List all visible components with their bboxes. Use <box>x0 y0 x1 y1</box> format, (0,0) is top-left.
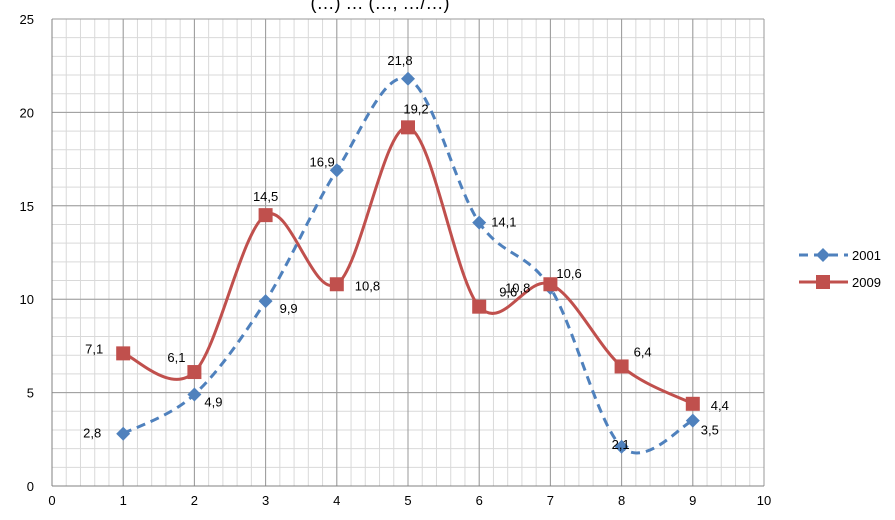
data-label-2009: 14,5 <box>253 189 278 204</box>
x-tick-label: 10 <box>757 493 771 508</box>
y-tick-label: 10 <box>20 292 34 307</box>
legend-label-2009: 2009 <box>852 275 881 290</box>
legend-marker-2001 <box>816 248 830 262</box>
data-point-marker-2001 <box>401 71 415 86</box>
data-point-marker-2009 <box>187 365 202 380</box>
x-tick-label: 0 <box>48 493 55 508</box>
x-tick-label: 4 <box>333 493 340 508</box>
data-label-2009: 6,1 <box>167 350 185 365</box>
data-label-2009: 10,8 <box>505 280 530 295</box>
data-point-marker-2009 <box>329 277 344 292</box>
data-point-marker-2001 <box>614 439 629 454</box>
y-tick-label: 5 <box>27 386 34 401</box>
x-axis-tick-labels: 0 1 2 3 4 5 6 7 8 9 10 <box>48 493 771 508</box>
data-point-marker-2009 <box>401 120 415 135</box>
data-label-2001: 9,9 <box>280 301 298 316</box>
data-point-marker-2001 <box>329 163 344 178</box>
data-label-2009: 19,2 <box>403 101 428 116</box>
x-tick-label: 8 <box>618 493 625 508</box>
x-tick-label: 1 <box>120 493 127 508</box>
data-point-marker-2001 <box>685 413 700 428</box>
x-tick-label: 5 <box>404 493 411 508</box>
data-label-2009: 4,4 <box>711 398 729 413</box>
legend-label-2001: 2001 <box>852 248 881 263</box>
y-tick-label: 0 <box>27 479 34 494</box>
x-tick-label: 9 <box>689 493 696 508</box>
data-point-marker-2001 <box>258 294 273 309</box>
legend-marker-2009 <box>816 275 830 289</box>
y-tick-label: 20 <box>20 105 34 120</box>
data-point-marker-2009 <box>685 396 700 411</box>
x-tick-label: 7 <box>547 493 554 508</box>
data-label-2009: 6,4 <box>634 344 652 359</box>
data-point-marker-2009 <box>543 277 558 292</box>
x-tick-label: 6 <box>476 493 483 508</box>
series-markers <box>116 71 700 454</box>
data-label-2001: 16,9 <box>309 154 334 169</box>
major-gridlines <box>51 18 765 487</box>
data-label-2009: 10,8 <box>355 278 380 293</box>
x-tick-label: 2 <box>191 493 198 508</box>
data-point-marker-2001 <box>472 215 487 230</box>
data-label-2001: 2,8 <box>83 426 101 441</box>
data-point-marker-2009 <box>472 299 487 314</box>
data-point-marker-2009 <box>258 208 273 223</box>
axes <box>51 19 764 487</box>
data-point-marker-2001 <box>116 426 131 441</box>
y-tick-label: 25 <box>20 12 34 27</box>
data-label-2001: 3,5 <box>701 423 719 438</box>
data-label-2009: 7,1 <box>85 341 103 356</box>
chart-title: (…) … (…, …/…) <box>311 0 450 13</box>
data-label-2001: 14,1 <box>491 215 516 230</box>
data-label-2001: 4,9 <box>204 394 222 409</box>
data-label-2001: 2,1 <box>612 437 630 452</box>
data-point-marker-2009 <box>614 359 629 374</box>
data-label-2001: 21,8 <box>387 53 412 68</box>
legend: 2001 2009 <box>799 248 881 290</box>
series-line-2001 <box>122 76 694 455</box>
y-tick-label: 15 <box>20 199 34 214</box>
y-axis-tick-labels: 0 5 10 15 20 25 <box>20 12 34 494</box>
data-label-2001: 10,6 <box>556 266 581 281</box>
data-label-2009: 9,6 <box>499 285 517 300</box>
data-labels: 2,8 4,9 9,9 16,9 21,8 14,1 10,6 2,1 3,5 7,1 6,1 14,… <box>83 53 729 452</box>
data-point-marker-2001 <box>187 387 202 402</box>
data-point-marker-2009 <box>116 346 131 361</box>
x-tick-label: 3 <box>262 493 269 508</box>
